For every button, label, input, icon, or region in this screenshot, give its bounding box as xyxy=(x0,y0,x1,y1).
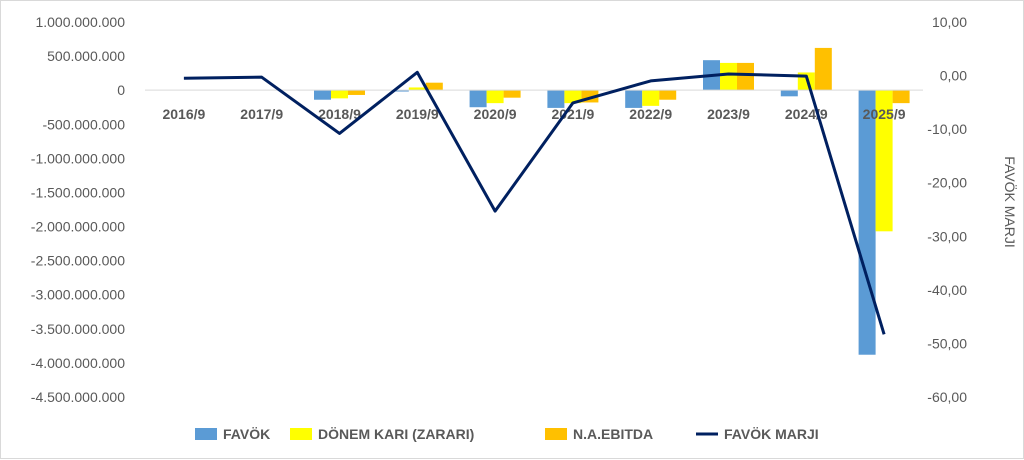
category-label: 2025/9 xyxy=(863,106,906,122)
bar xyxy=(642,90,659,106)
right-tick-label: -20,00 xyxy=(927,175,967,191)
bar xyxy=(470,90,487,107)
left-tick-label: -3.500.000.000 xyxy=(31,321,125,337)
legend: FAVÖK DÖNEM KARI (ZARARI) N.A.EBITDA FAVÖK … xyxy=(195,426,819,442)
right-tick-label: 0,00 xyxy=(940,68,967,84)
right-tick-label: -50,00 xyxy=(927,335,967,351)
legend-label: DÖNEM KARI (ZARARI) xyxy=(318,426,474,442)
bar xyxy=(487,90,504,103)
right-axis-ticks: 10,00 0,00 -10,00 -20,00 -30,00 -40,00 -50,00 -… xyxy=(927,14,967,405)
legend-swatch xyxy=(195,428,217,440)
legend-label: FAVÖK xyxy=(223,426,270,442)
bar-series xyxy=(314,48,910,355)
left-tick-label: 1.000.000.000 xyxy=(35,14,125,30)
bar xyxy=(348,90,365,95)
line-series-path xyxy=(184,72,884,334)
bar xyxy=(720,63,737,90)
right-tick-label: -60,00 xyxy=(927,389,967,405)
left-tick-label: -2.000.000.000 xyxy=(31,219,125,235)
bar xyxy=(859,90,876,355)
bar xyxy=(504,90,521,98)
category-label: 2024/9 xyxy=(785,106,828,122)
category-label: 2023/9 xyxy=(707,106,750,122)
category-label: 2021/9 xyxy=(551,106,594,122)
left-tick-label: 500.000.000 xyxy=(47,48,125,64)
right-axis-title: FAVÖK MARJI xyxy=(1002,156,1019,248)
left-tick-label: -500.000.000 xyxy=(42,116,125,132)
bar xyxy=(331,90,348,98)
left-tick-label: -4.000.000.000 xyxy=(31,355,125,371)
category-label: 2019/9 xyxy=(396,106,439,122)
legend-label: N.A.EBITDA xyxy=(573,426,653,442)
bar xyxy=(893,90,910,103)
line-series xyxy=(184,72,884,334)
left-tick-label: -1.500.000.000 xyxy=(31,184,125,200)
bar xyxy=(659,90,676,100)
category-label: 2020/9 xyxy=(474,106,517,122)
bar xyxy=(314,90,331,100)
legend-swatch xyxy=(290,428,312,440)
left-tick-label: 0 xyxy=(117,82,125,98)
category-label: 2022/9 xyxy=(629,106,672,122)
right-tick-label: 10,00 xyxy=(932,14,967,30)
category-label: 2017/9 xyxy=(240,106,283,122)
right-tick-label: -10,00 xyxy=(927,121,967,137)
bar xyxy=(737,63,754,90)
legend-swatch xyxy=(545,428,567,440)
category-label: 2016/9 xyxy=(162,106,205,122)
bar xyxy=(815,48,832,90)
right-tick-label: -30,00 xyxy=(927,228,967,244)
left-tick-label: -1.000.000.000 xyxy=(31,150,125,166)
legend-label: FAVÖK MARJI xyxy=(724,426,819,442)
right-tick-label: -40,00 xyxy=(927,282,967,298)
left-tick-label: -2.500.000.000 xyxy=(31,253,125,269)
left-axis-ticks: 1.000.000.000 500.000.000 0 -500.000.000 -1.… xyxy=(31,14,125,405)
bar xyxy=(781,90,798,96)
left-tick-label: -4.500.000.000 xyxy=(31,389,125,405)
left-tick-label: -3.000.000.000 xyxy=(31,287,125,303)
